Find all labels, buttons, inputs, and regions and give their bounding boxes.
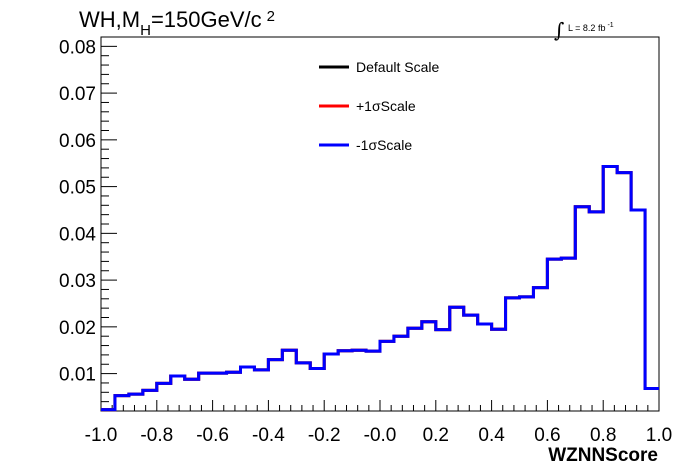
y-tick-label: 0.06 [59,131,96,152]
chart-title-superscript: 2 [267,8,275,25]
legend-label-plus-1sigma-scale: +1σScale [356,98,416,114]
series-line-minus-1sigma-scale [101,164,659,412]
y-tick-label: 0.08 [59,37,96,58]
x-axis-tick-labels: -1.0 -0.8 -0.6 -0.4 -0.2 -0.0 0.2 0.4 0.6 0.8 1.0 [85,425,673,446]
luminosity-exponent: -1 [607,22,613,29]
legend-label-default-scale: Default Scale [356,59,439,75]
y-tick-label: 0.03 [59,271,96,292]
y-tick-label: 0.05 [59,178,96,199]
x-tick-label: -0.4 [252,425,285,446]
x-tick-label: -0.0 [364,425,397,446]
y-tick-label: 0.02 [59,318,96,339]
y-axis-ticks [101,45,117,412]
legend: Default Scale +1σScale -1σScale [319,59,439,153]
chart-title: WH,MH=150GeV/c 2 [79,7,275,39]
x-tick-label: 0.6 [534,425,560,446]
x-tick-label: 0.8 [590,425,616,446]
integral-sign: ∫ [554,18,564,42]
y-tick-label: 0.07 [59,84,96,105]
series-line-default-scale [101,164,659,412]
chart-title-value: =150GeV/c [151,7,262,32]
series-line-plus-1sigma-scale [101,164,659,412]
y-tick-label: 0.04 [59,224,96,245]
y-axis-tick-labels: 0.01 0.02 0.03 0.04 0.05 0.06 0.07 0.08 [59,37,96,385]
chart-title-subscript: H [140,22,151,39]
y-tick-label: 0.01 [59,365,96,386]
luminosity-text: L = 8.2 fb [568,23,605,33]
x-axis-ticks [100,400,660,411]
x-tick-label: -0.6 [196,425,229,446]
x-tick-label: -0.2 [308,425,341,446]
chart-title-prefix: WH,M [79,7,140,32]
series-group [101,164,659,412]
x-axis-label: WZNNScore [548,445,658,466]
x-tick-label: 0.2 [423,425,449,446]
x-tick-label: 0.4 [478,425,505,446]
x-tick-label: -1.0 [85,425,118,446]
luminosity-label: L = 8.2 fb -1 [568,22,614,33]
x-tick-label: 1.0 [646,425,672,446]
legend-label-minus-1sigma-scale: -1σScale [356,137,412,153]
x-tick-label: -0.8 [140,425,173,446]
